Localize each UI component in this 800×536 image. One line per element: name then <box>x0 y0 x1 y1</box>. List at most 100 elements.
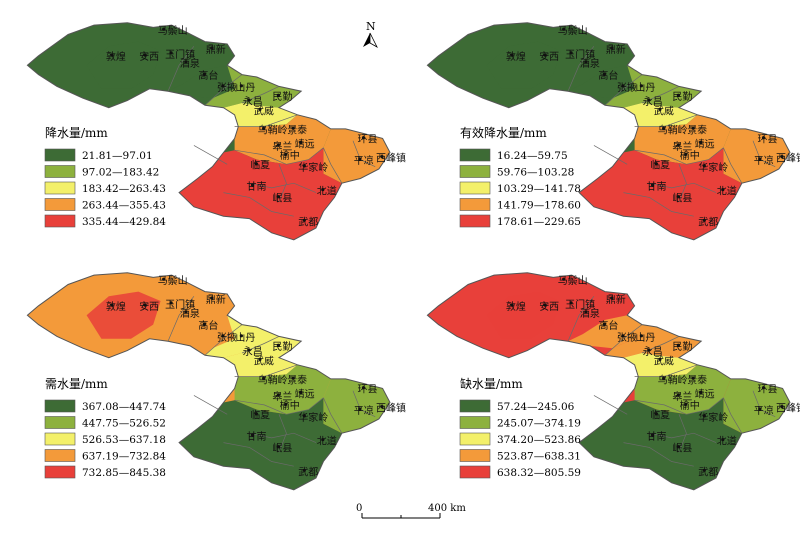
city-label: 华家岭 <box>698 161 728 174</box>
city-label: 敦煌 <box>106 300 126 313</box>
region-south <box>579 397 742 490</box>
region-jiuquan <box>168 315 242 349</box>
city-label: 张掖 <box>217 331 237 344</box>
city-dot <box>676 93 681 97</box>
city-label: 武威 <box>654 354 674 367</box>
legend-title: 降水量/mm <box>45 126 108 140</box>
city-dot <box>299 390 303 394</box>
city-label: 皋兰 <box>272 140 292 153</box>
legend-label: 59.76—103.28 <box>497 167 574 179</box>
city-label: 甘南 <box>247 430 267 443</box>
city-dot <box>284 152 288 156</box>
city-label: 临夏 <box>250 409 270 422</box>
city-dot <box>676 445 681 449</box>
city-label: 景泰 <box>687 373 707 386</box>
city-dot <box>302 414 306 418</box>
boundary-line <box>223 192 294 217</box>
legend-swatch <box>459 165 491 178</box>
city-dot <box>262 126 266 130</box>
city-dot <box>291 376 295 380</box>
city-dot <box>702 164 706 168</box>
city-dot <box>361 386 366 390</box>
boundary-line <box>593 145 628 165</box>
boundary-line <box>234 397 324 415</box>
legend-label: 638.32—805.59 <box>497 467 581 479</box>
city-label: 玉门镇 <box>165 48 195 61</box>
city-label: 张掖 <box>617 81 637 94</box>
city-label: 乌鞘岭 <box>258 123 288 136</box>
city-dot <box>691 376 695 380</box>
legend-label: 637.19—732.84 <box>82 451 166 463</box>
city-dot <box>639 84 644 88</box>
city-label: 平凉 <box>354 154 374 167</box>
city-dot <box>699 390 703 394</box>
legend-label: 335.44—429.84 <box>82 216 166 228</box>
boundary-line <box>567 46 595 92</box>
city-label: 马鬃山 <box>558 274 588 287</box>
region-jiuquan <box>168 65 242 99</box>
city-dot <box>321 438 325 442</box>
city-dot <box>276 143 280 147</box>
city-label: 鼎新 <box>606 43 626 56</box>
city-label: 玉门镇 <box>565 298 595 311</box>
legend-swatch <box>44 198 76 211</box>
city-dot <box>684 152 688 156</box>
legend-label: 374.20—523.86 <box>497 434 581 446</box>
boundary-line <box>234 364 298 377</box>
city-dot <box>621 84 625 88</box>
city-dot <box>761 136 766 140</box>
city-label: 乌鞘岭 <box>258 373 288 386</box>
legend-label: 245.07—374.19 <box>497 418 581 430</box>
city-dot <box>780 405 784 409</box>
region-east <box>723 128 790 184</box>
city-dot <box>662 376 666 380</box>
city-dot <box>358 157 362 161</box>
city-label: 敦煌 <box>106 50 126 63</box>
city-dot <box>321 188 325 192</box>
city-dot <box>380 155 384 159</box>
city-dot <box>202 322 206 326</box>
city-label: 靖远 <box>295 387 315 400</box>
boundary-line <box>167 296 195 342</box>
region-lanzhou <box>234 364 331 415</box>
city-label: 华家岭 <box>298 411 328 424</box>
city-dot <box>254 412 258 416</box>
city-label: 武都 <box>698 215 718 228</box>
city-dot <box>602 322 607 326</box>
city-dot <box>562 277 566 281</box>
region-wuwei <box>623 353 698 377</box>
city-label: 山丹 <box>235 332 255 344</box>
city-label: 西峰镇 <box>776 152 800 165</box>
city-label: 岷县 <box>672 193 692 205</box>
legend-label: 447.75—526.52 <box>82 418 166 430</box>
legend-swatch <box>44 214 76 228</box>
boundary-line <box>593 395 628 415</box>
city-dot <box>250 183 255 187</box>
legend-label: 16.24—59.75 <box>497 150 568 162</box>
region-westcore <box>86 41 161 89</box>
city-dot <box>699 140 703 144</box>
city-label: 临夏 <box>650 409 670 422</box>
city-dot <box>584 60 588 64</box>
boundary-line <box>234 114 298 127</box>
city-dot <box>602 72 607 76</box>
city-dot <box>247 348 251 352</box>
legend-swatch <box>459 148 491 162</box>
region-south <box>179 147 342 240</box>
city-dot <box>621 334 625 338</box>
city-label: 玉门镇 <box>165 298 195 311</box>
region-east <box>323 378 390 434</box>
city-label: 永昌 <box>643 95 663 108</box>
region-westcore <box>486 291 561 339</box>
city-dot <box>662 126 666 130</box>
boundary-line <box>167 46 195 92</box>
city-label: 平凉 <box>754 404 774 417</box>
city-label: 永昌 <box>243 345 263 358</box>
region-south <box>579 147 742 240</box>
region-hexi <box>605 315 702 358</box>
boundary-line <box>604 74 643 106</box>
city-label: 平凉 <box>754 154 774 167</box>
city-dot <box>543 303 547 307</box>
